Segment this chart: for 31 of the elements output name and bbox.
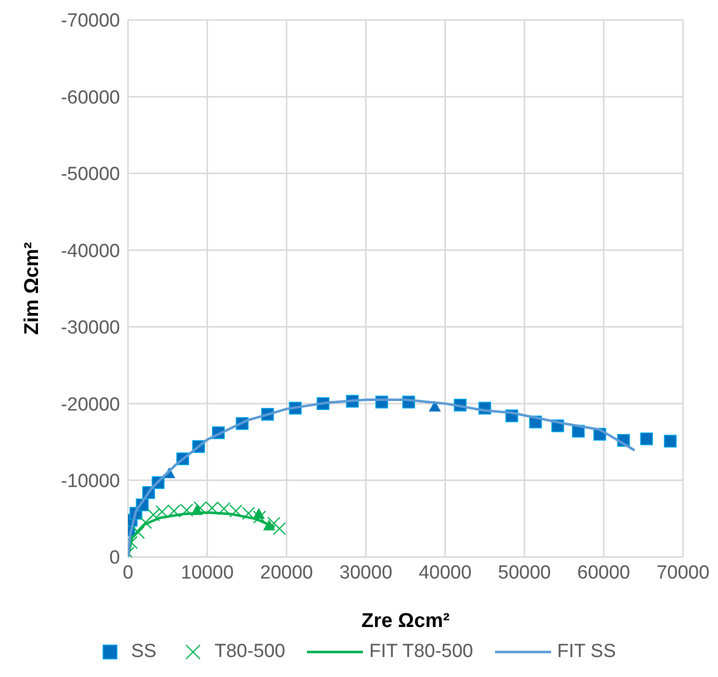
x-tick-label: 60000 (577, 562, 630, 584)
point (253, 510, 266, 524)
y-tick-label: -70000 (60, 10, 120, 32)
point (132, 526, 145, 540)
legend-label: FIT SS (557, 641, 616, 663)
y-tick-label: -30000 (60, 318, 120, 339)
y-axis-title: Zim Ωcm² (21, 242, 43, 335)
x-tick-label: 30000 (339, 562, 392, 584)
x-tick-label: 20000 (260, 562, 313, 584)
y-tick-label: -50000 (60, 164, 120, 186)
legend-label: FIT T80-500 (369, 641, 474, 663)
legend-label: T80-500 (214, 641, 286, 663)
x-tick-label: 40000 (418, 562, 472, 584)
y-tick-label: -20000 (60, 394, 120, 416)
y-tick-label: -10000 (60, 471, 120, 492)
x-axis-title: Zre Ωcm² (361, 610, 450, 632)
y-tick-label: -60000 (60, 87, 120, 108)
point (640, 432, 653, 446)
x-tick-label: 0 (122, 562, 134, 584)
y-tick-label: 0 (109, 548, 120, 569)
point (146, 508, 160, 522)
point (252, 508, 265, 519)
point (272, 522, 286, 536)
legend-label: SS (131, 641, 156, 663)
x-tick-label: 70000 (656, 562, 710, 584)
point (428, 400, 441, 412)
point (664, 434, 677, 448)
y-tick-label: -40000 (60, 240, 120, 262)
point (138, 516, 152, 530)
x-tick-label: 10000 (180, 562, 234, 584)
x-tick-label: 50000 (498, 562, 551, 584)
